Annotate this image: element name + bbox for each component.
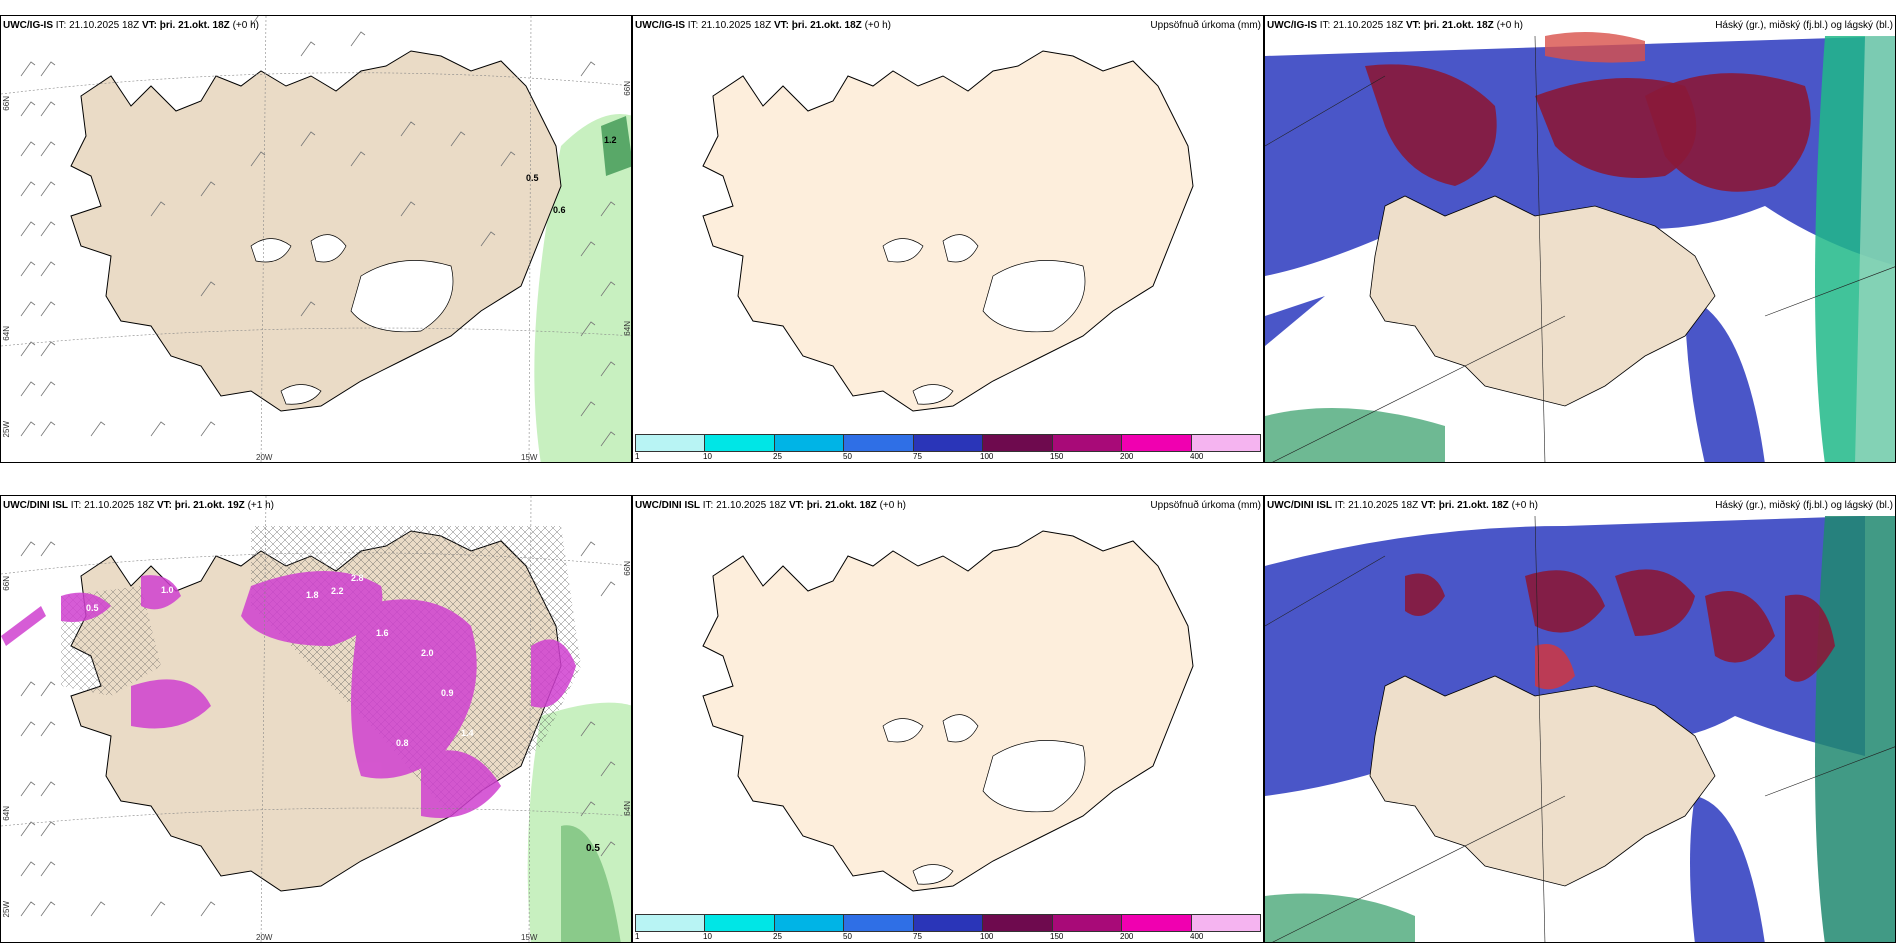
svg-text:1.4: 1.4 [461, 728, 474, 738]
map-clouds-bottom [1265, 496, 1895, 942]
colorbar-swatch [636, 915, 706, 931]
colorbar-swatch [636, 435, 706, 451]
map-wind-top: 0.5 0.6 1.2 [1, 16, 631, 462]
lat-label: 64N [2, 326, 11, 341]
colorbar [635, 434, 1261, 452]
colorbar-swatch [774, 915, 845, 931]
colorbar-swatch [774, 435, 845, 451]
colorbar-swatch [1052, 435, 1123, 451]
lon-label: 20W [256, 933, 273, 942]
panel-clouds-top: UWC/IG-IS IT: 21.10.2025 18Z VT: þri. 21… [1264, 15, 1896, 463]
panel-precip-top: UWC/IG-IS IT: 21.10.2025 18Z VT: þri. 21… [632, 15, 1264, 463]
lon-label: 15W [521, 453, 538, 462]
precip-label: 1.2 [604, 135, 617, 145]
colorbar-swatch [705, 915, 775, 931]
lon-label: 15W [521, 933, 538, 942]
svg-text:1.6: 1.6 [376, 628, 389, 638]
panel-right-title: Uppsöfnuð úrkoma (mm) [1150, 500, 1261, 511]
precip-label: 0.6 [553, 205, 566, 215]
colorbar-swatch [913, 435, 984, 451]
colorbar-swatch [1191, 435, 1260, 451]
panel-right-title: Háský (gr.), miðský (fj.bl.) og lágský (… [1715, 20, 1893, 31]
iceland-outline [1369, 195, 1716, 407]
colorbar-swatch [844, 915, 914, 931]
panel-header: UWC/IG-IS IT: 21.10.2025 18Z VT: þri. 21… [1267, 20, 1523, 31]
colorbar-swatch [1122, 435, 1192, 451]
lon-label: 20W [256, 453, 273, 462]
precip-label: 0.5 [526, 173, 539, 183]
colorbar-swatch [844, 435, 914, 451]
svg-text:1.8: 1.8 [306, 590, 319, 600]
lat-label: 66N [623, 81, 632, 96]
svg-text:2.0: 2.0 [421, 648, 434, 658]
colorbar-ticks: 1 10 25 50 75 100 150 200 400 [635, 932, 1204, 941]
svg-text:1.0: 1.0 [161, 585, 174, 595]
iceland-outline [702, 530, 1194, 892]
colorbar-swatch [983, 915, 1053, 931]
svg-text:2.2: 2.2 [331, 586, 344, 596]
panel-header: UWC/DINI ISL IT: 21.10.2025 18Z VT: þri.… [1267, 500, 1538, 511]
lat-label: 66N [623, 561, 632, 576]
svg-text:0.8: 0.8 [396, 738, 409, 748]
svg-text:0.5: 0.5 [586, 843, 600, 854]
colorbar-swatch [983, 435, 1053, 451]
colorbar-swatch [1052, 915, 1123, 931]
precip-areas [1, 571, 576, 818]
panel-right-title: Uppsöfnuð úrkoma (mm) [1150, 20, 1261, 31]
lat-label: 66N [2, 576, 11, 591]
lat-label: 66N [2, 96, 11, 111]
map-clouds-top [1265, 16, 1895, 462]
colorbar [635, 914, 1261, 932]
colorbar-ticks: 1 10 25 50 75 100 150 200 400 [635, 452, 1204, 461]
panel-precip-bottom: UWC/DINI ISL IT: 21.10.2025 18Z VT: þri.… [632, 495, 1264, 943]
svg-text:0.5: 0.5 [86, 603, 99, 613]
lat-label: 64N [623, 801, 632, 816]
lat-label: 64N [2, 806, 11, 821]
lon-label: 25W [2, 901, 11, 918]
wind-barbs [20, 16, 616, 447]
panel-header: UWC/IG-IS IT: 21.10.2025 18Z VT: þri. 21… [3, 20, 259, 31]
colorbar-swatch [705, 435, 775, 451]
wind-barbs [20, 541, 616, 917]
lon-label: 25W [2, 421, 11, 438]
lat-label: 64N [623, 321, 632, 336]
svg-text:2.8: 2.8 [351, 573, 364, 583]
colorbar-swatch [1122, 915, 1192, 931]
map-precip-bottom [633, 496, 1263, 926]
colorbar-swatch [1191, 915, 1260, 931]
panel-header: UWC/IG-IS IT: 21.10.2025 18Z VT: þri. 21… [635, 20, 891, 31]
svg-text:0.9: 0.9 [441, 688, 454, 698]
panel-header: UWC/DINI ISL IT: 21.10.2025 18Z VT: þri.… [635, 500, 906, 511]
iceland-outline [702, 50, 1194, 412]
iceland-outline [1369, 675, 1716, 887]
panel-clouds-bottom: UWC/DINI ISL IT: 21.10.2025 18Z VT: þri.… [1264, 495, 1896, 943]
panel-wind-bottom: UWC/DINI ISL IT: 21.10.2025 18Z VT: þri.… [0, 495, 632, 943]
panel-header: UWC/DINI ISL IT: 21.10.2025 18Z VT: þri.… [3, 500, 274, 511]
panel-right-title: Háský (gr.), miðský (fj.bl.) og lágský (… [1715, 500, 1893, 511]
map-precip-top [633, 16, 1263, 446]
map-wind-bottom: 1.0 0.5 1.8 2.2 2.8 1.6 2.0 0.9 1.4 0.8 … [1, 496, 631, 942]
panel-wind-top: UWC/IG-IS IT: 21.10.2025 18Z VT: þri. 21… [0, 15, 632, 463]
iceland-outline [70, 50, 562, 412]
colorbar-swatch [913, 915, 984, 931]
